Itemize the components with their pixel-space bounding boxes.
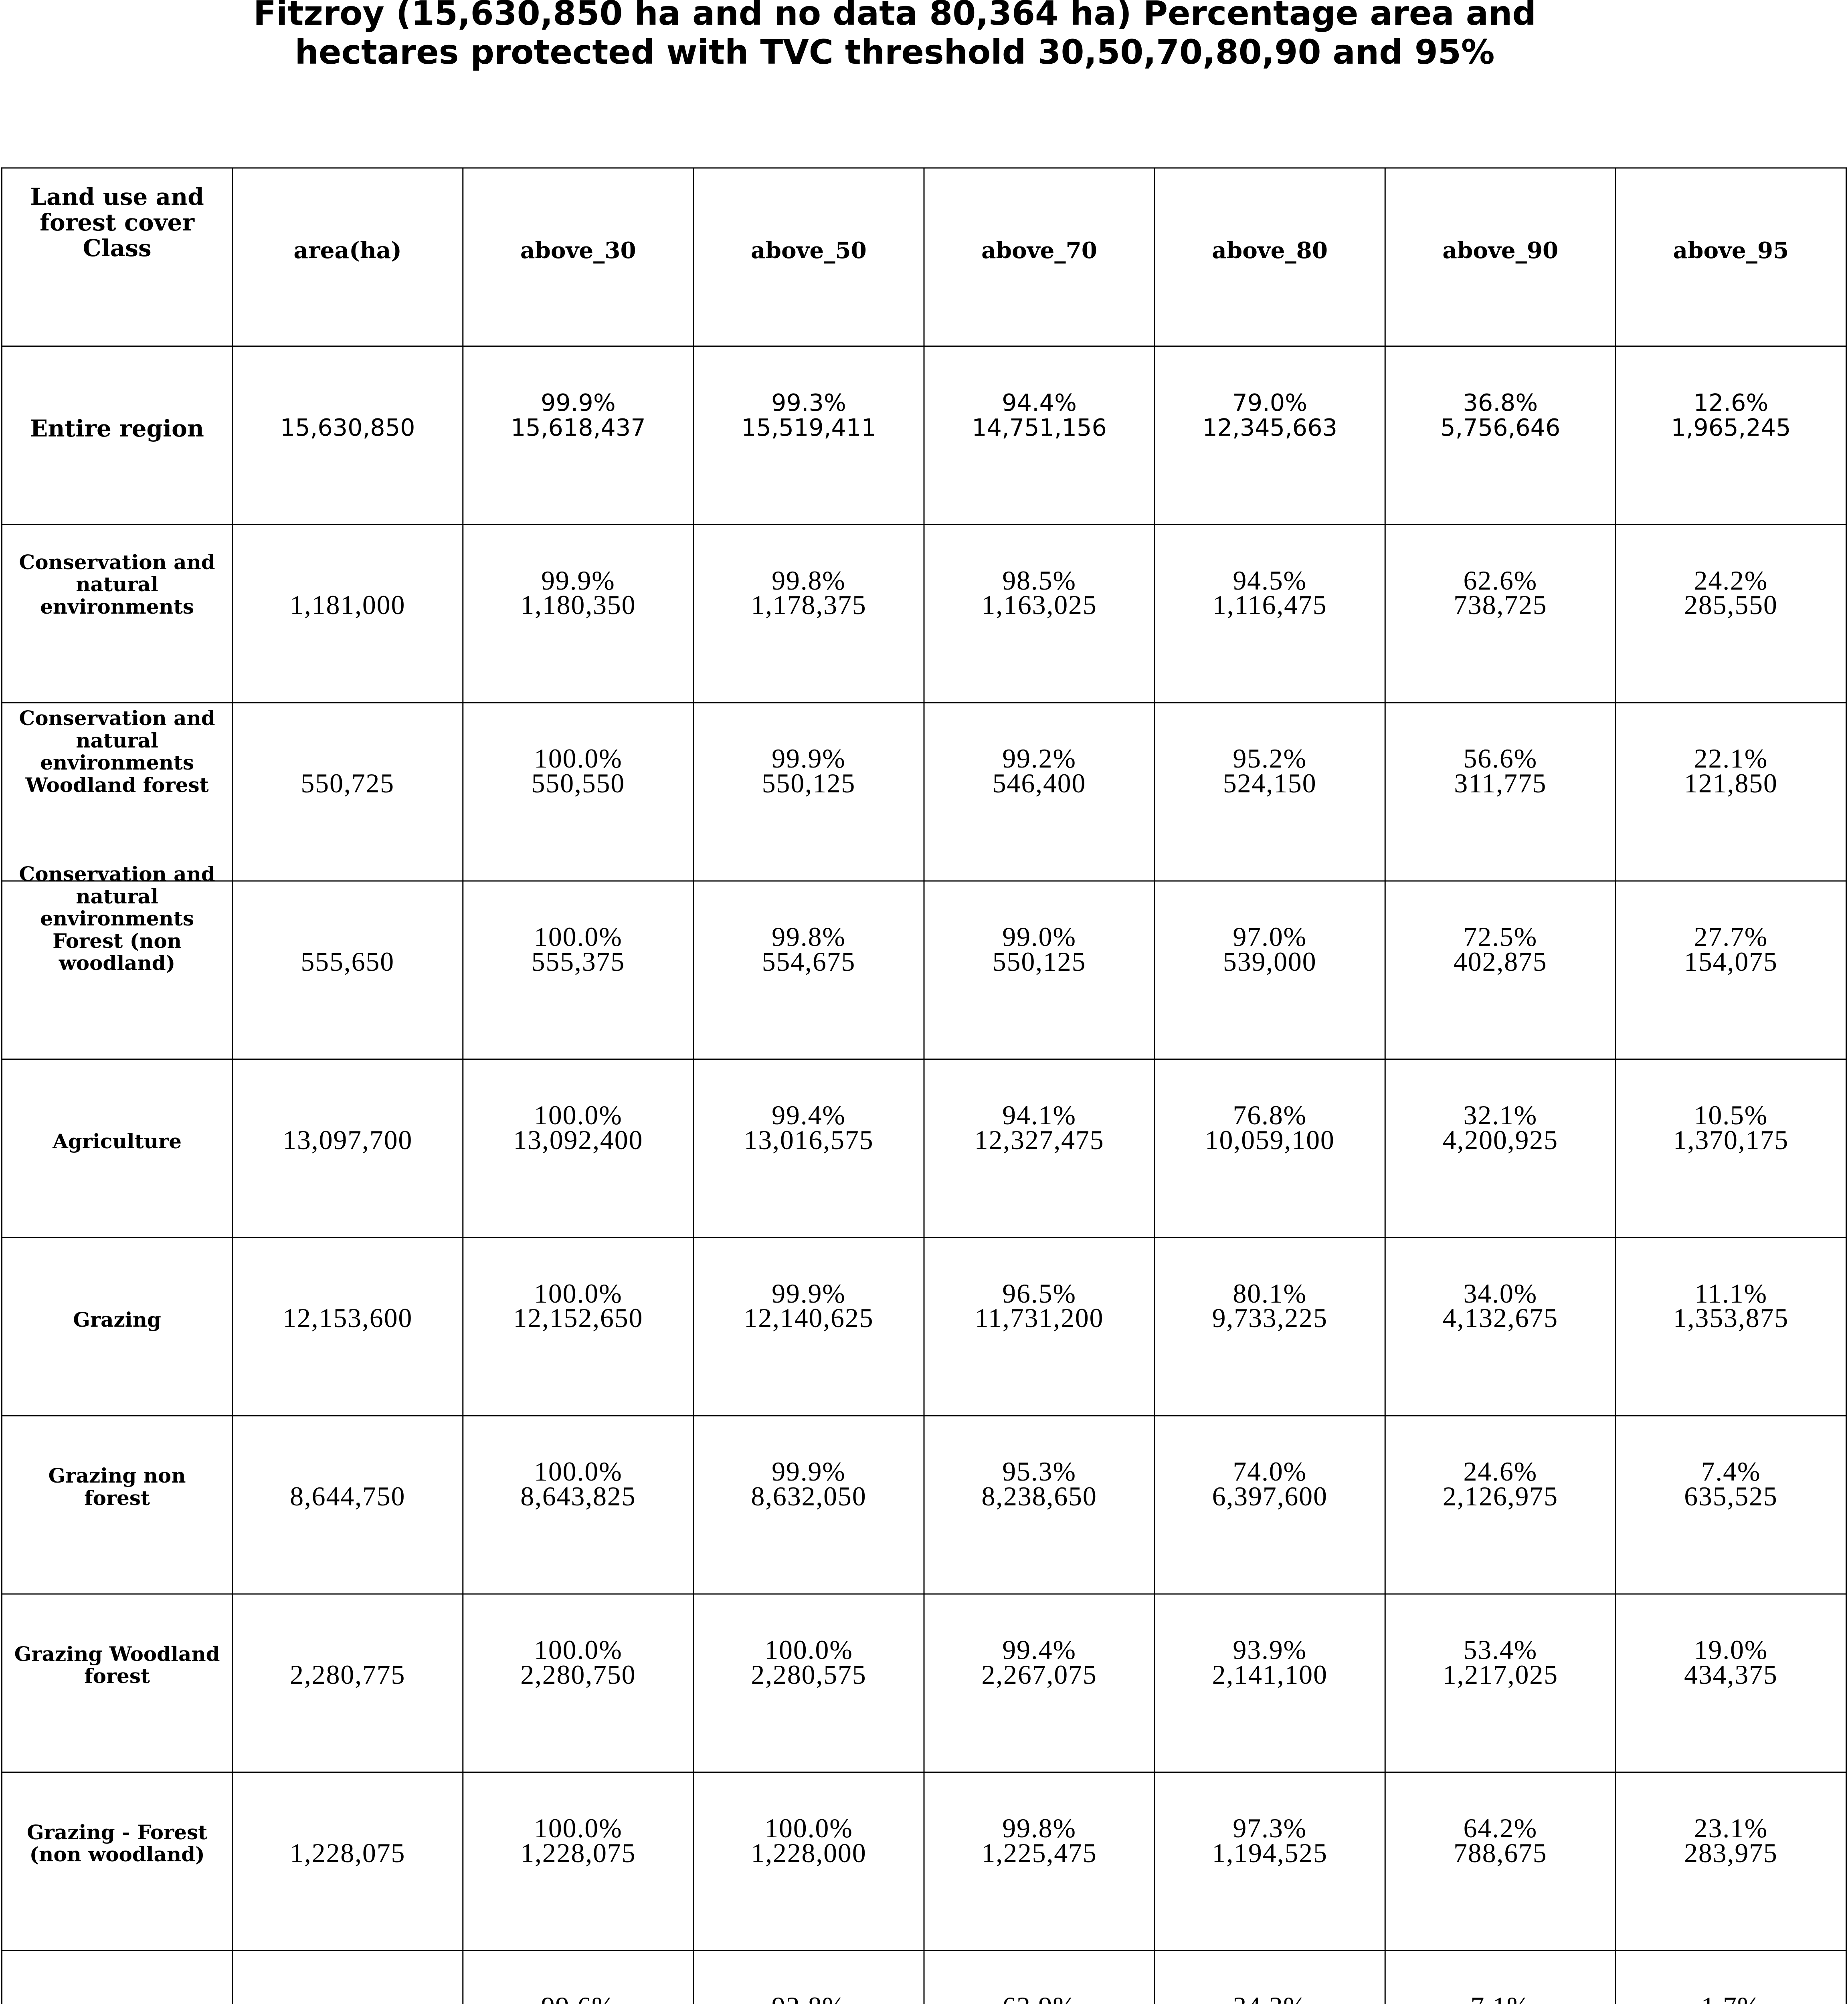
value-cell: 99.4% 13,016,575 — [744, 1099, 874, 1155]
value-cell: 99.6% 809,525 — [463, 1951, 694, 2004]
row-label: Grazing — [73, 1307, 161, 1331]
value-cell: 100.0% 2,280,750 — [520, 1634, 636, 1690]
column-header: above_90 — [1442, 237, 1559, 264]
value-cell: 99.9% 1,180,350 — [520, 565, 636, 620]
value-cell: 12.6% 1,965,245 — [1671, 388, 1791, 442]
area-cell: 13,097,700 — [283, 1124, 413, 1155]
value-cell: 32.1% 4,200,925 — [1442, 1099, 1558, 1155]
value-cell: 97.0% 539,000 — [1223, 921, 1317, 977]
value-cell: 94.1% 12,327,475 — [974, 1099, 1104, 1155]
row-label: Conservation and natural environments Wo… — [19, 706, 215, 797]
value-cell: 64.2% 788,675 — [1454, 1812, 1547, 1868]
area-cell: 12,153,600 — [283, 1303, 413, 1333]
value-cell: 76.8% 10,059,100 — [1205, 1099, 1335, 1155]
row-label: Agriculture — [53, 1129, 182, 1154]
value-cell: 7.4% 635,525 — [1684, 1456, 1778, 1512]
value-cell: 80.1% 9,733,225 — [1212, 1278, 1328, 1333]
column-header: above_95 — [1673, 237, 1789, 264]
value-cell: 100.0% 12,152,650 — [513, 1278, 643, 1333]
column-header: above_30 — [520, 237, 636, 264]
value-cell: 79.0% 12,345,663 — [1202, 388, 1338, 442]
area-cell: 555,650 — [301, 946, 394, 977]
value-cell: 93.9% 2,141,100 — [1212, 1634, 1328, 1690]
value-cell: 99.8% 1,225,475 — [981, 1812, 1097, 1868]
value-cell: 97.3% 1,194,525 — [1212, 1812, 1328, 1868]
value-cell: 99.4% 2,267,075 — [981, 1634, 1097, 1690]
value-cell: 94.4% 14,751,156 — [972, 388, 1107, 442]
area-cell: 8,644,750 — [290, 1481, 406, 1512]
column-header: above_80 — [1212, 237, 1328, 264]
area-cell: 2,280,775 — [290, 1659, 406, 1690]
value-cell: 99.9% 550,125 — [762, 743, 856, 799]
value-cell: 24.2% 285,550 — [1684, 565, 1778, 620]
value-cell: 100.0% 8,643,825 — [520, 1456, 636, 1512]
value-cell: 72.5% 402,875 — [1454, 921, 1547, 977]
column-header: above_50 — [750, 237, 867, 264]
value-cell: 98.5% 1,163,025 — [981, 565, 1097, 620]
row-label: Conservation and natural environments Fo… — [19, 862, 215, 975]
row-label: Grazing non forest — [48, 1464, 186, 1510]
area-cell: 812,825 — [233, 1951, 463, 2004]
value-cell: 99.2% 546,400 — [992, 743, 1086, 799]
value-cell: 99.3% 15,519,411 — [741, 388, 876, 442]
area-cell: 15,630,850 — [280, 414, 415, 442]
value-cell: 74.0% 6,397,600 — [1212, 1456, 1328, 1512]
row-label: Grazing - Forest (non woodland) — [26, 1820, 208, 1867]
value-cell: 1.7% 13,775 — [1615, 1951, 1846, 2004]
value-cell: 11.1% 1,353,875 — [1673, 1278, 1789, 1333]
value-cell: 100.0% 550,550 — [531, 743, 625, 799]
column-header: Land use and forest cover Class — [30, 183, 204, 262]
value-cell: 10.5% 1,370,175 — [1673, 1099, 1789, 1155]
value-cell: 62.9% 510,900 — [924, 1951, 1154, 2004]
column-header: above_70 — [981, 237, 1098, 264]
value-cell: 36.8% 5,756,646 — [1440, 388, 1561, 442]
value-cell: 27.7% 154,075 — [1684, 921, 1778, 977]
value-cell: 34.3% 278,675 — [1154, 1951, 1385, 2004]
row-label: Entire region — [30, 415, 204, 442]
value-cell: 92.8% 753,925 — [694, 1951, 924, 2004]
value-cell: 100.0% 555,375 — [531, 921, 625, 977]
value-cell: 24.6% 2,126,975 — [1442, 1456, 1558, 1512]
value-cell: 100.0% 1,228,000 — [751, 1812, 867, 1868]
area-cell: 1,228,075 — [290, 1837, 406, 1868]
value-cell: 62.6% 738,725 — [1454, 565, 1547, 620]
value-cell: 95.3% 8,238,650 — [981, 1456, 1097, 1512]
row-label: Grazing Woodland forest — [14, 1642, 220, 1688]
value-cell: 99.8% 1,178,375 — [751, 565, 867, 620]
value-cell: 99.0% 550,125 — [992, 921, 1086, 977]
value-cell: 100.0% 1,228,075 — [520, 1812, 636, 1868]
row-label: Cropping — [2, 1951, 233, 2004]
value-cell: 22.1% 121,850 — [1684, 743, 1778, 799]
value-cell: 95.2% 524,150 — [1223, 743, 1317, 799]
value-cell: 99.9% 12,140,625 — [744, 1278, 874, 1333]
value-cell: 94.5% 1,116,475 — [1212, 565, 1327, 620]
column-header: area(ha) — [293, 237, 402, 264]
value-cell: 53.4% 1,217,025 — [1442, 1634, 1558, 1690]
value-cell: 99.9% 8,632,050 — [751, 1456, 867, 1512]
area-cell: 1,181,000 — [290, 590, 406, 620]
value-cell: 56.6% 311,775 — [1454, 743, 1547, 799]
value-cell: 19.0% 434,375 — [1684, 1634, 1778, 1690]
row-label: Conservation and natural environments — [19, 550, 215, 618]
value-cell: 99.8% 554,675 — [762, 921, 856, 977]
value-cell: 100.0% 2,280,575 — [751, 1634, 867, 1690]
value-cell: 96.5% 11,731,200 — [975, 1278, 1104, 1333]
value-cell: 7.1% 57,950 — [1385, 1951, 1615, 2004]
value-cell: 100.0% 13,092,400 — [513, 1099, 643, 1155]
value-cell: 23.1% 283,975 — [1684, 1812, 1778, 1868]
area-cell: 550,725 — [301, 768, 394, 799]
value-cell: 99.9% 15,618,437 — [510, 388, 646, 442]
value-cell: 34.0% 4,132,675 — [1442, 1278, 1558, 1333]
report-title: Fitzroy (15,630,850 ha and no data 80,36… — [253, 0, 1537, 72]
